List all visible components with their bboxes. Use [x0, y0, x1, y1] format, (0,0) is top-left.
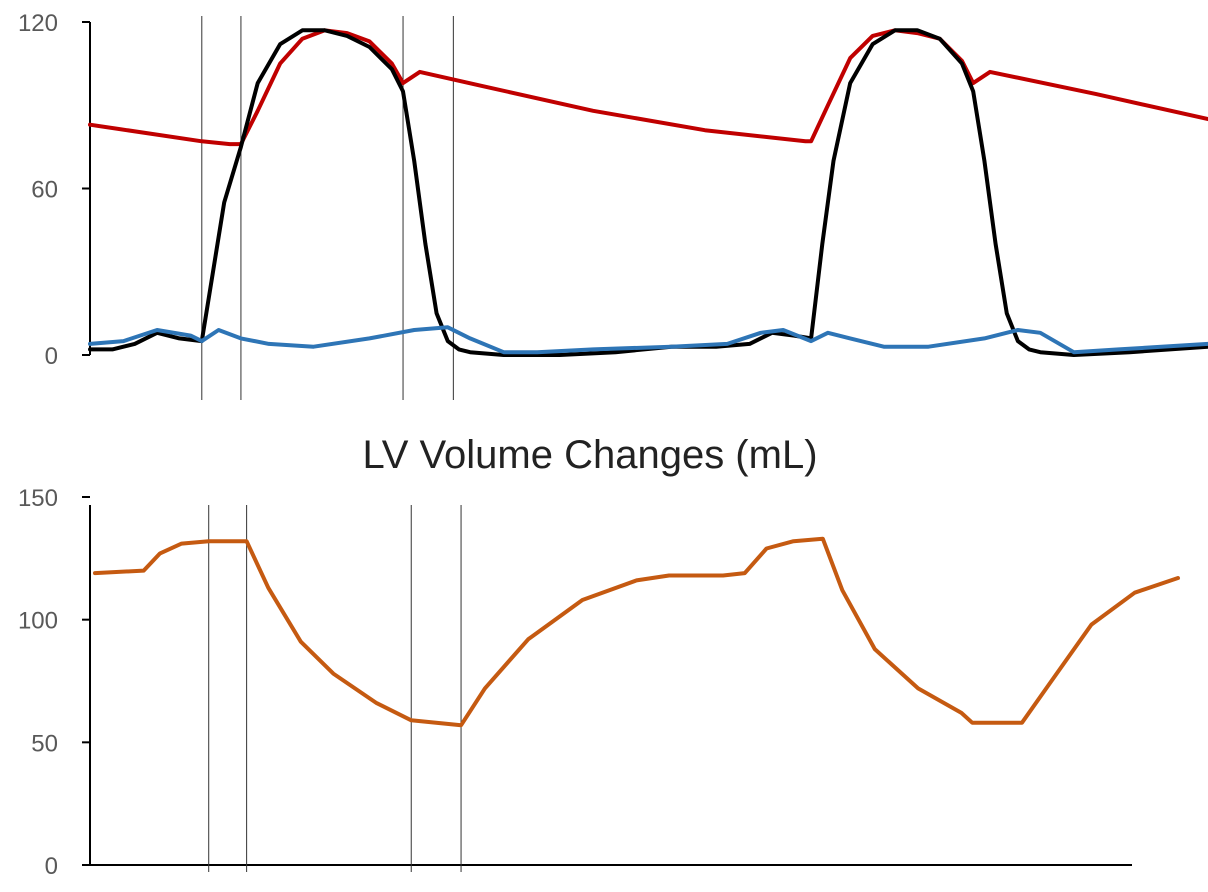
pressure-series-line-2: [88, 28, 1208, 357]
volume-y-tick-label: 100: [18, 608, 58, 635]
volume-chart-title: LV Volume Changes (mL): [362, 433, 817, 477]
volume-series-line-1: [93, 536, 1180, 728]
volume-y-tick-label: 50: [31, 730, 58, 757]
volume-y-tick-label: 0: [45, 853, 58, 880]
pressure-series-line-3: [88, 325, 1208, 355]
pressure-y-tick-label: 120: [18, 10, 58, 37]
pressure-y-tick-label: 0: [45, 343, 58, 370]
volume-y-tick-label: 150: [18, 485, 58, 512]
pressure-y-tick-label: 60: [31, 177, 58, 204]
